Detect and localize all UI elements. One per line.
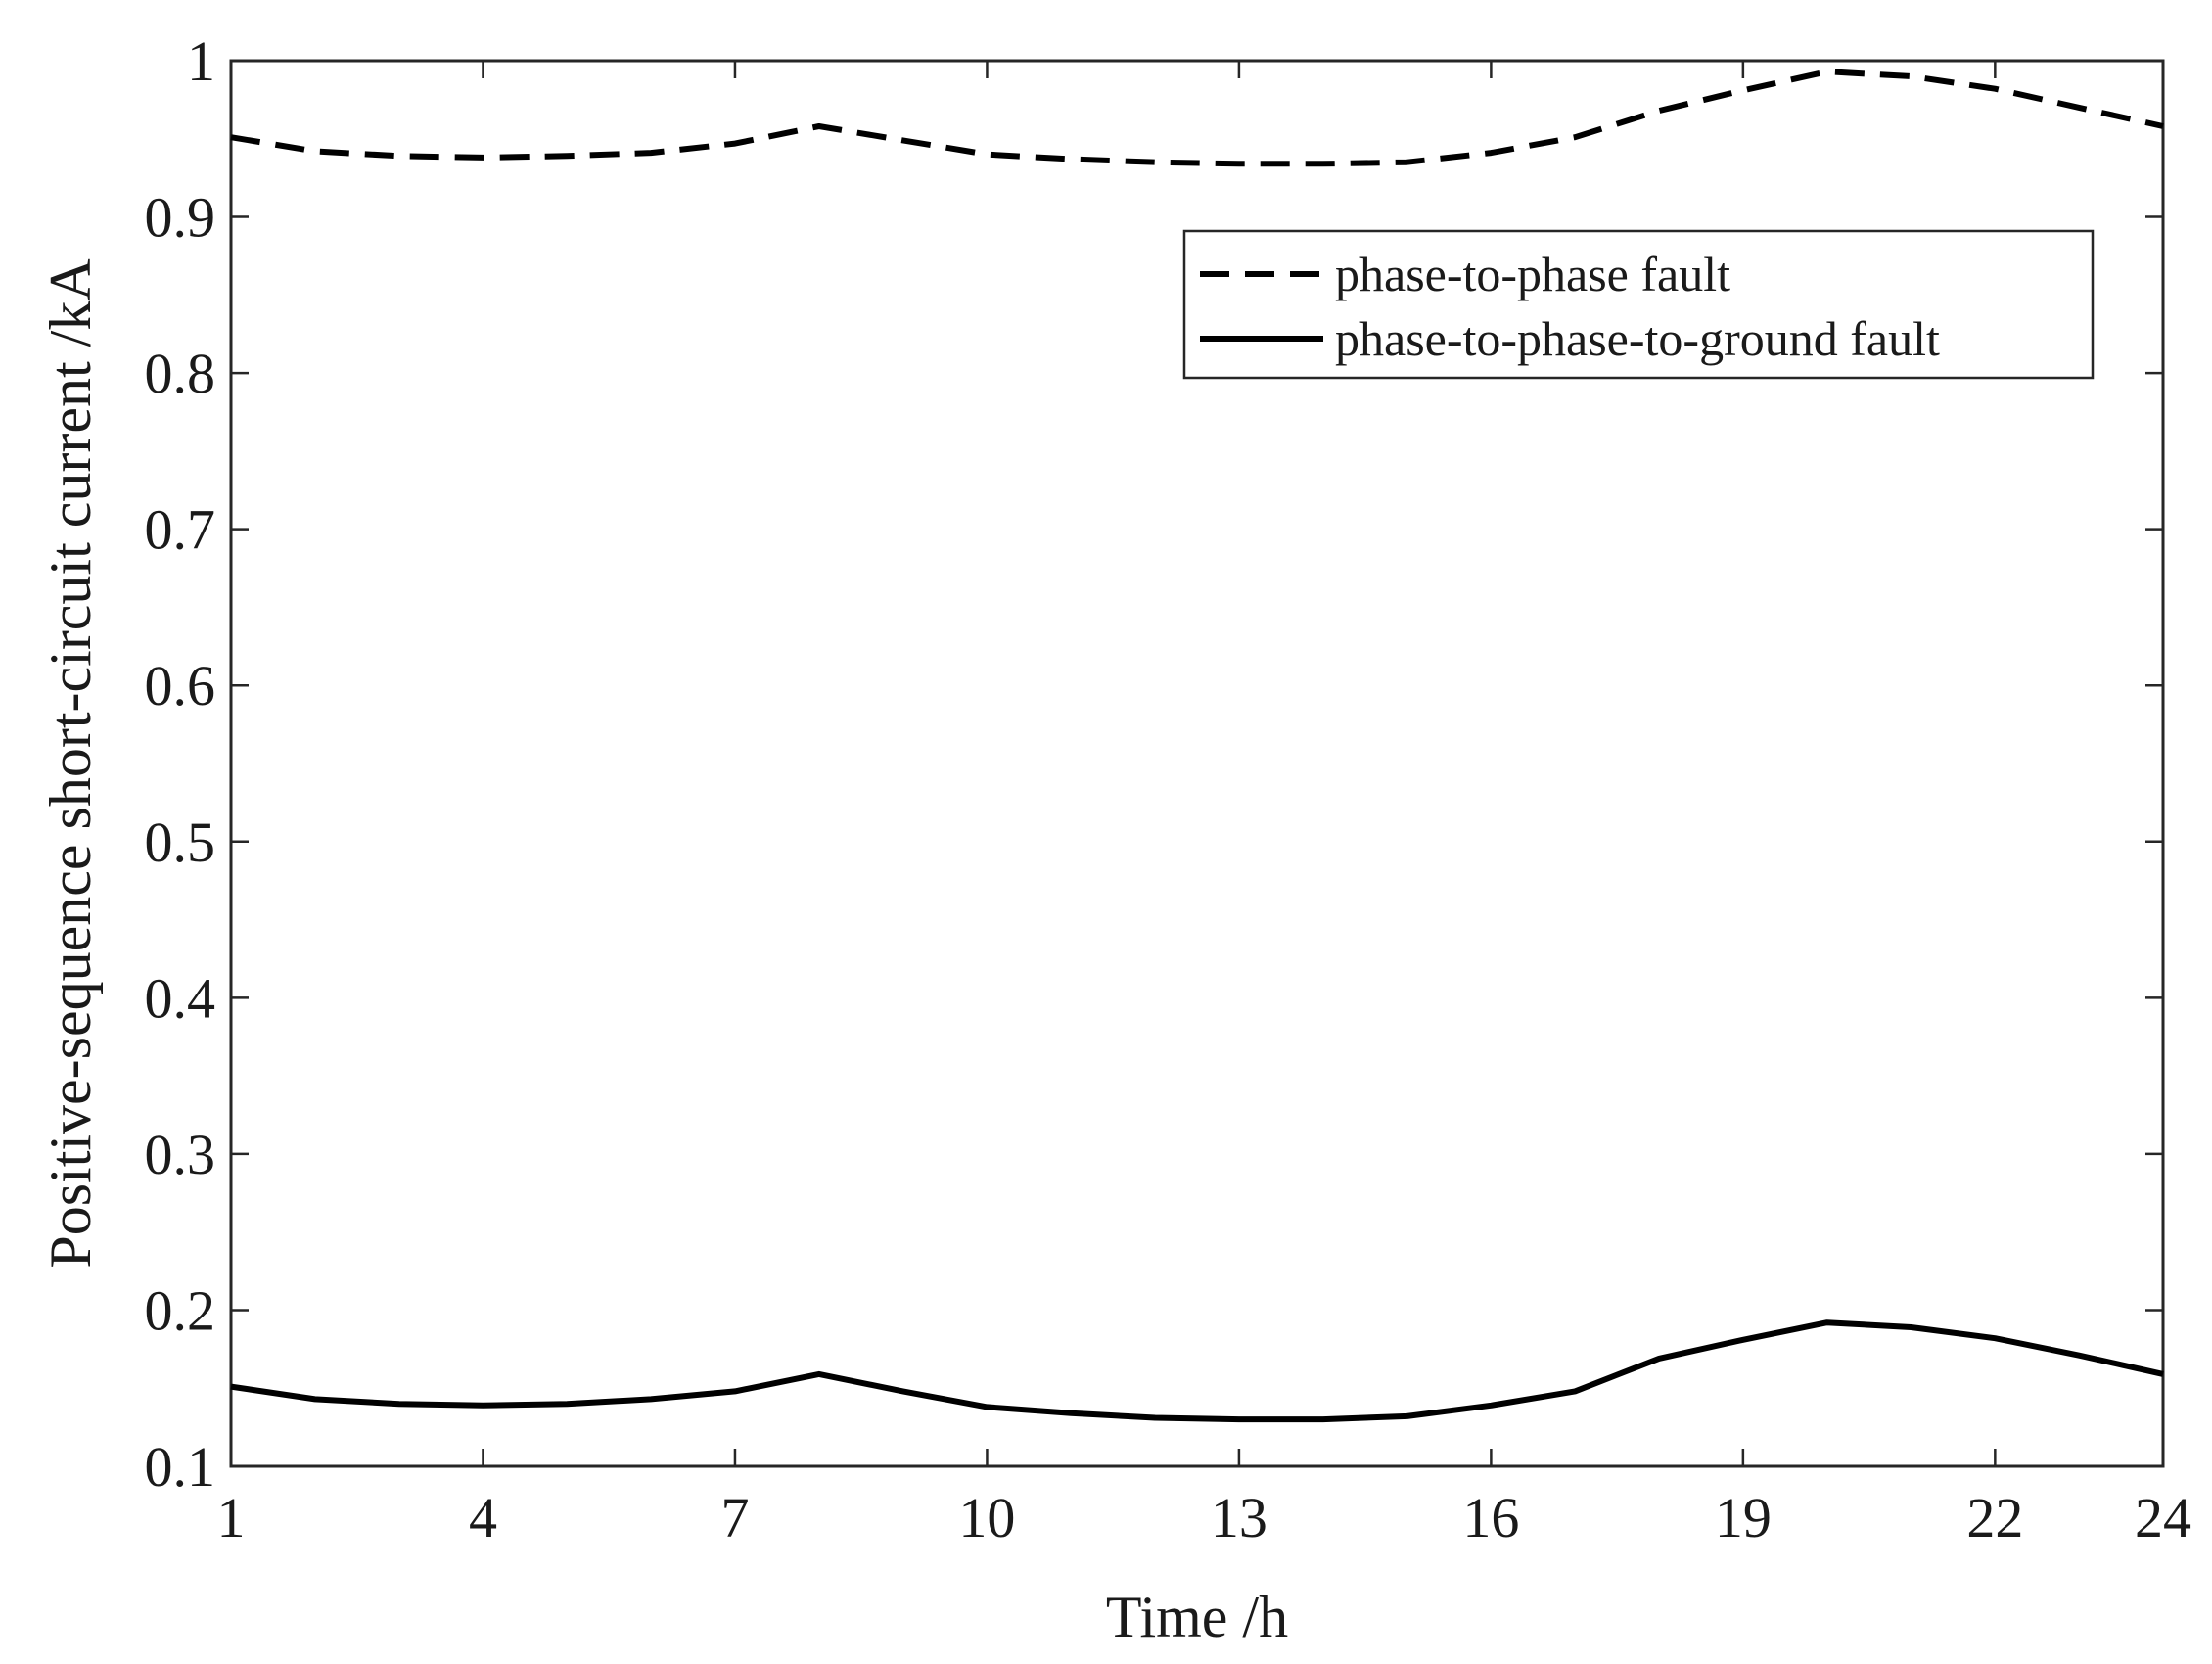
y-axis-title: Positive-sequence short-circuit current …: [38, 258, 103, 1268]
x-tick-label: 13: [1211, 1486, 1267, 1549]
x-tick-label: 24: [2135, 1486, 2191, 1549]
y-tick-label: 0.2: [145, 1278, 216, 1342]
y-axis: 0.1 0.2 0.3 0.4 0.5 0.6 0.7 0.8 0.9 1: [145, 29, 2163, 1499]
y-tick-label: 0.1: [145, 1435, 216, 1499]
x-tick-label: 4: [469, 1486, 497, 1549]
y-tick-label: 0.9: [145, 186, 216, 250]
x-tick-label: 22: [1966, 1486, 2023, 1549]
legend-label-phase-to-phase-to-ground: phase-to-phase-to-ground fault: [1335, 311, 1940, 366]
x-tick-label: 10: [958, 1486, 1015, 1549]
y-tick-label: 0.4: [145, 966, 216, 1030]
legend: phase-to-phase fault phase-to-phase-to-g…: [1182, 229, 2095, 380]
y-tick-label: 0.5: [145, 810, 216, 874]
y-tick-label: 0.8: [145, 342, 216, 405]
legend-label-phase-to-phase: phase-to-phase fault: [1335, 247, 1730, 301]
y-tick-label: 1: [187, 29, 215, 93]
x-axis: 1 4 7 10 13 16 19 22 24: [217, 61, 2191, 1549]
x-tick-label: 19: [1715, 1486, 1772, 1549]
x-axis-title: Time /h: [1106, 1585, 1288, 1649]
legend-box: [1182, 229, 2095, 380]
series-line-phase-to-phase-to-ground: [230, 1319, 2164, 1423]
y-tick-label: 0.6: [145, 654, 216, 717]
x-tick-label: 1: [217, 1486, 246, 1549]
x-tick-label: 7: [720, 1486, 749, 1549]
y-tick-label: 0.7: [145, 498, 216, 562]
y-tick-label: 0.3: [145, 1123, 216, 1186]
x-tick-label: 16: [1462, 1486, 1519, 1549]
series-line-phase-to-phase: [230, 69, 2164, 167]
series-layer: [230, 69, 2164, 1423]
